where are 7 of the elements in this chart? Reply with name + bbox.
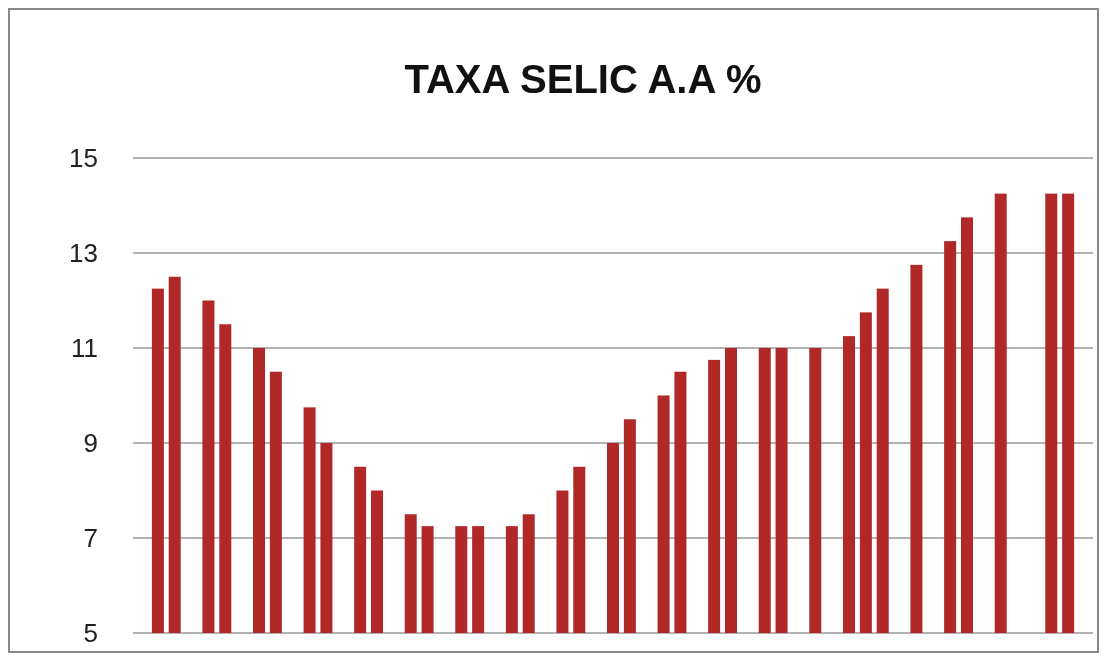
y-tick-label: 13 (69, 238, 98, 269)
y-tick-label: 15 (69, 143, 98, 174)
y-tick-label: 7 (83, 523, 98, 554)
y-tick-label: 11 (71, 333, 98, 364)
y-tick-label: 9 (83, 428, 98, 459)
y-tick-label: 5 (83, 618, 98, 649)
chart-title: TAXA SELIC A.A % (404, 57, 762, 101)
